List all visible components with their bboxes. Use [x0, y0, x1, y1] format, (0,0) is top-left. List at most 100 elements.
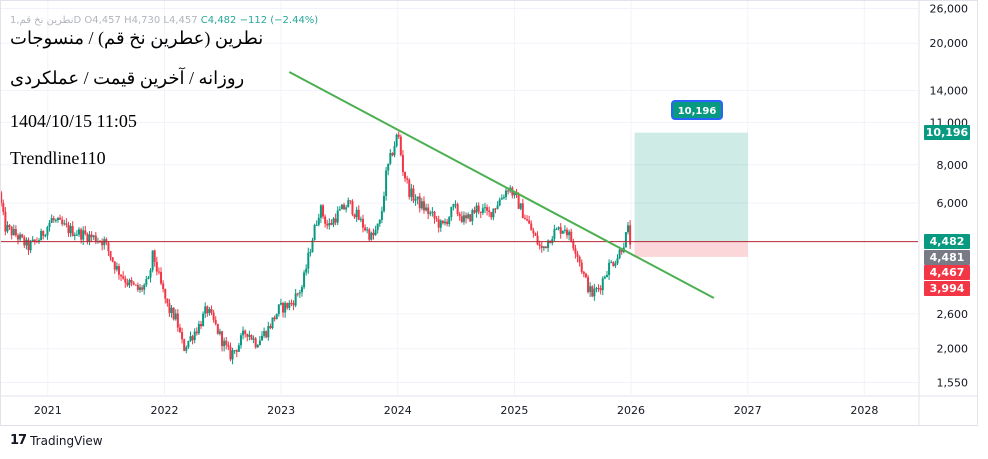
candle-body	[465, 215, 468, 219]
candle-body	[19, 234, 22, 240]
candle-body	[608, 262, 611, 276]
candle-body	[290, 302, 293, 304]
candle-body	[189, 336, 192, 341]
candle-body	[483, 207, 486, 209]
candle-body	[279, 302, 282, 305]
candle-body	[277, 304, 280, 314]
candle-body	[490, 212, 493, 218]
candle-body	[174, 313, 177, 320]
candle-body	[181, 331, 184, 340]
candle-body	[517, 194, 520, 209]
candle-body	[157, 271, 160, 273]
candle-body	[357, 209, 360, 220]
candle-body	[555, 228, 558, 230]
candle-body	[25, 239, 28, 246]
candle-body	[589, 286, 592, 292]
candle-body	[44, 235, 47, 237]
year-tick-label: 2025	[500, 404, 528, 417]
candle-body	[605, 275, 608, 277]
candle-body	[166, 298, 169, 304]
overlay-subtitle: روزانه / آخرین قیمت / عملکردی	[10, 68, 245, 88]
candle-body	[441, 220, 444, 224]
candle-body	[56, 217, 59, 221]
drawings[interactable]	[1, 71, 918, 299]
candle-body	[334, 218, 337, 223]
candle-body	[88, 234, 91, 242]
candle-body	[361, 218, 364, 228]
candle-body	[572, 241, 575, 249]
change-value: −112 (−2.44%)	[239, 15, 319, 26]
candle-body	[210, 309, 213, 313]
candle-body	[178, 327, 181, 332]
candle-body	[227, 344, 230, 347]
candle-body	[580, 262, 583, 272]
target-price-callout[interactable]: 10,196	[671, 100, 723, 120]
candle-body	[502, 197, 505, 199]
candle-body	[397, 134, 400, 137]
price-tick-label: 14,000	[930, 85, 969, 98]
candle-body	[505, 190, 508, 198]
candle-body	[59, 217, 62, 220]
candle-body	[385, 170, 388, 197]
grid-lines	[1, 1, 918, 396]
candle-body	[526, 219, 529, 221]
candle-body	[69, 226, 72, 234]
candle-body	[124, 278, 127, 283]
candle-body	[208, 309, 211, 314]
candle-body	[578, 256, 581, 263]
candle-body	[183, 339, 186, 351]
candle-body	[94, 235, 97, 242]
candle-body	[429, 212, 432, 214]
candle-body	[134, 284, 137, 286]
candle-body	[14, 229, 17, 236]
profit-zone	[634, 132, 748, 242]
candle-body	[584, 273, 587, 278]
candle-body	[63, 223, 66, 225]
candle-body	[370, 232, 373, 240]
candle-body	[126, 282, 129, 286]
chart-pane[interactable]	[0, 71, 918, 365]
candle-body	[591, 286, 594, 297]
year-tick-label: 2023	[267, 404, 295, 417]
ohlc-legend: 1,نطرین نخ قمD O4,457 H4,730 L4,457 C4,4…	[10, 15, 318, 26]
candle-body	[587, 277, 590, 292]
candle-body	[107, 242, 110, 252]
candle-body	[292, 303, 295, 306]
candle-body	[616, 258, 619, 264]
candle-body	[593, 288, 596, 297]
candle-body	[172, 307, 175, 320]
tradingview-brand[interactable]: 17 TradingView	[10, 433, 103, 448]
candle-body	[412, 188, 415, 201]
candle-body	[90, 234, 93, 238]
candle-body	[235, 350, 238, 352]
time-axis[interactable]: 2021 2022 2023 2024 2025 2026 2027 2028	[34, 404, 879, 417]
candle-body	[374, 230, 377, 236]
candle-body	[559, 227, 562, 234]
candle-body	[214, 319, 217, 324]
candle-body	[343, 204, 346, 210]
candle-series	[1, 131, 632, 365]
candle-body	[263, 331, 266, 336]
candle-body	[155, 261, 158, 272]
candle-body	[191, 336, 194, 341]
candle-body	[330, 223, 333, 225]
price-tick-label: 2,600	[937, 308, 969, 321]
candle-body	[469, 214, 472, 222]
candle-body	[366, 229, 369, 231]
price-tag: 3,994	[924, 280, 970, 296]
stop-zone	[634, 241, 748, 257]
price-axis[interactable]: 26,00020,00014,00011,0008,0006,0002,6002…	[930, 2, 969, 389]
candle-body	[197, 323, 200, 334]
candle-body	[599, 288, 602, 291]
candle-body	[52, 218, 55, 221]
candle-body	[132, 282, 135, 285]
overlay-tag: Trendline110	[10, 148, 106, 168]
price-tick-label: 2,000	[937, 343, 969, 356]
candle-body	[551, 238, 554, 244]
candle-body	[439, 220, 442, 228]
candle-body	[404, 172, 407, 179]
candle-body	[387, 163, 390, 171]
candle-body	[500, 198, 503, 200]
position-tool[interactable]	[634, 132, 748, 257]
